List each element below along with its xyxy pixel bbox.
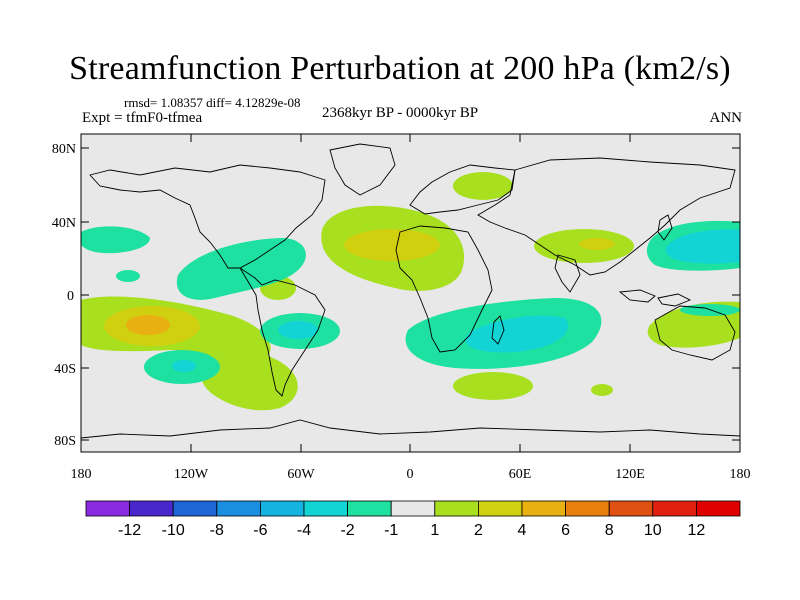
pos-anomaly-sp-ring3 [126, 315, 170, 335]
colorbar-box [129, 500, 174, 517]
colorbar-label: 6 [561, 522, 570, 539]
colorbar-label: -1 [384, 522, 398, 539]
pos-anomaly-asia-core [579, 238, 615, 250]
neg-anomaly-tropical-pacific [116, 270, 140, 282]
x-axis-ticks [80, 134, 741, 452]
experiment-label: Expt = tfmF0-tfmea [82, 110, 203, 126]
period-label: 2368kyr BP - 0000kyr BP [322, 105, 479, 121]
colorbar-box [85, 500, 130, 517]
colorbar-box [608, 500, 654, 517]
season-label: ANN [709, 110, 743, 126]
x-label-60e: 60E [509, 467, 532, 482]
colorbar-box [390, 500, 436, 517]
colorbar-label: -12 [118, 522, 141, 539]
pos-anomaly-europe [453, 172, 513, 200]
colorbar-label: -2 [340, 522, 354, 539]
colorbar-box [259, 500, 305, 517]
colorbar-label: 12 [688, 522, 706, 539]
colorbar-label: -8 [210, 522, 224, 539]
colorbar-label: -10 [162, 522, 185, 539]
neg-anomaly-south-america-core [278, 321, 318, 339]
plot-title: Streamfunction Perturbation at 200 hPa (… [69, 50, 731, 87]
y-label-80n: 80N [52, 142, 76, 157]
pos-anomaly-atlantic-core [344, 229, 440, 261]
colorbar-box [696, 500, 741, 517]
neg-anomaly-west-pacific-core [665, 229, 740, 264]
pos-anomaly-south-america [200, 351, 298, 411]
neg-anomaly-south-pacific-core [172, 360, 196, 372]
stats-text: rmsd= 1.08357 diff= 4.12829e-08 [124, 95, 301, 110]
colorbar-label: -6 [253, 522, 267, 539]
y-label-40n: 40N [52, 216, 76, 231]
plot-background [81, 134, 740, 452]
colorbar-label: 4 [518, 522, 527, 539]
x-label-120w: 120W [174, 467, 209, 482]
coastlines [81, 143, 740, 439]
colorbar-box [172, 500, 218, 517]
colorbar-box [652, 500, 697, 517]
pos-anomaly-indian [591, 384, 613, 396]
y-axis-ticks [81, 147, 740, 441]
colorbar-label: -4 [297, 522, 311, 539]
x-label-0: 0 [407, 467, 414, 482]
colorbar: -12 -10 -8 -6 -4 -2 -1 1 2 4 6 8 10 12 [85, 500, 741, 539]
x-label-120e: 120E [615, 467, 645, 482]
y-label-80s: 80S [54, 434, 76, 449]
y-label-40s: 40S [54, 362, 76, 377]
colorbar-box [434, 500, 479, 517]
colorbar-box [347, 500, 392, 517]
neg-anomaly-indian-ocean-core [465, 315, 569, 353]
x-label-180e: 180 [730, 467, 751, 482]
colorbar-label: 2 [474, 522, 483, 539]
x-label-60w: 60W [287, 467, 315, 482]
x-label-180w: 180 [71, 467, 92, 482]
colorbar-label: 8 [605, 522, 614, 539]
colorbar-box [303, 500, 348, 517]
colorbar-box [521, 500, 566, 517]
y-label-0: 0 [67, 289, 74, 304]
colorbar-box [477, 500, 523, 517]
colorbar-label: 10 [644, 522, 662, 539]
colorbar-box [565, 500, 610, 517]
colorbar-box [216, 500, 261, 517]
neg-anomaly-north-pacific-west [81, 226, 150, 254]
colorbar-label: 1 [430, 522, 439, 539]
contour-fields [81, 172, 740, 411]
pos-anomaly-south-atlantic [453, 372, 533, 400]
